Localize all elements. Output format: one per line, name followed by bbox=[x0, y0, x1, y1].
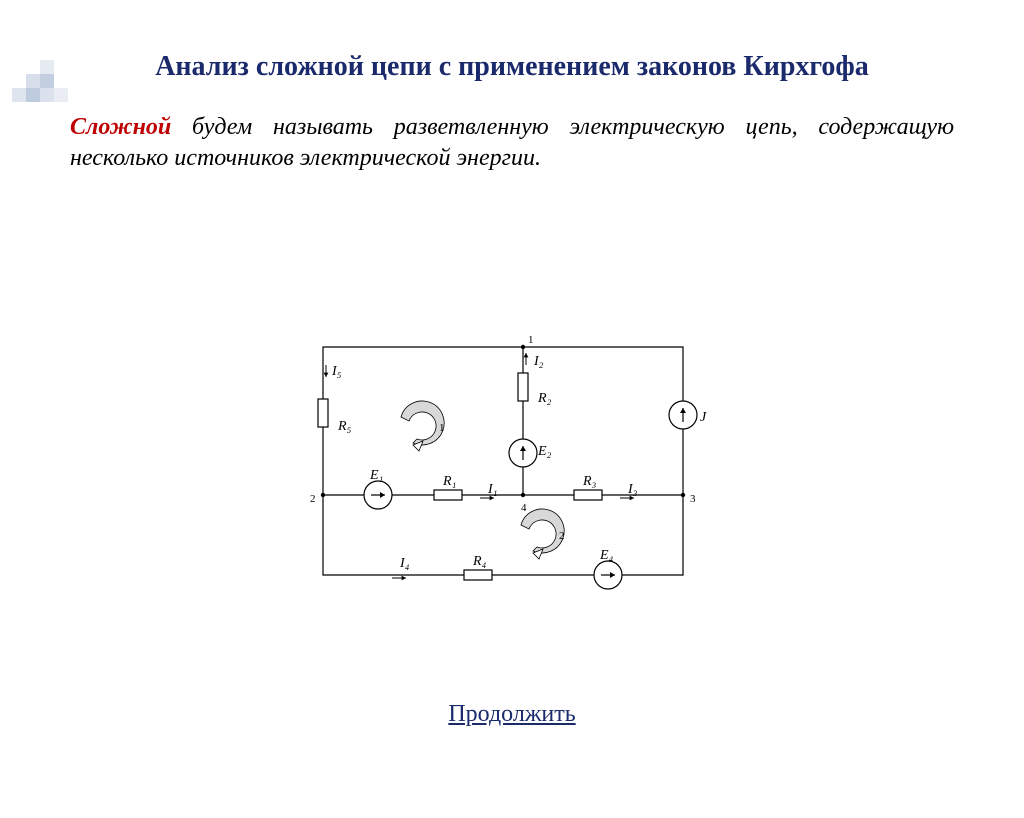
svg-text:R₃: R₃ bbox=[582, 474, 597, 489]
svg-text:R₁: R₁ bbox=[442, 474, 456, 489]
svg-text:1: 1 bbox=[528, 335, 534, 346]
svg-text:1: 1 bbox=[439, 422, 445, 434]
svg-text:R₂: R₂ bbox=[537, 391, 552, 406]
svg-text:I₄: I₄ bbox=[399, 556, 410, 571]
definition-paragraph: Сложной будем называть разветвленную эле… bbox=[70, 112, 954, 174]
emphasis-word: Сложной bbox=[70, 114, 171, 140]
continue-link[interactable]: Продолжить bbox=[448, 701, 575, 728]
svg-text:R₅: R₅ bbox=[337, 419, 352, 434]
svg-text:R₄: R₄ bbox=[472, 554, 487, 569]
circuit-svg: R₅ R₂ R₁ R₃ R₄ E₁ E₂ E₄ J 1 2 3 4 I₅ I₂ I₁ I₃ I₄ 1 2 bbox=[288, 335, 708, 625]
corner-decoration bbox=[12, 62, 92, 112]
svg-text:I₂: I₂ bbox=[533, 354, 544, 369]
svg-text:2: 2 bbox=[559, 530, 565, 542]
paragraph-text: будем называть разветвленную электрическ… bbox=[70, 114, 954, 171]
svg-text:E₂: E₂ bbox=[537, 444, 552, 459]
svg-text:4: 4 bbox=[521, 502, 527, 514]
svg-text:2: 2 bbox=[310, 493, 316, 505]
svg-text:3: 3 bbox=[690, 493, 696, 505]
svg-text:I₁: I₁ bbox=[487, 482, 498, 497]
circuit-diagram: R₅ R₂ R₁ R₃ R₄ E₁ E₂ E₄ J 1 2 3 4 I₅ I₂ I₁ I₃ I₄ 1 2 bbox=[288, 335, 708, 625]
svg-text:E₁: E₁ bbox=[369, 468, 383, 483]
svg-text:I₃: I₃ bbox=[627, 482, 638, 497]
svg-text:I₅: I₅ bbox=[331, 364, 342, 379]
svg-text:J: J bbox=[700, 410, 707, 425]
page-title: Анализ сложной цепи с применением законо… bbox=[80, 50, 944, 84]
svg-text:E₄: E₄ bbox=[599, 548, 614, 563]
